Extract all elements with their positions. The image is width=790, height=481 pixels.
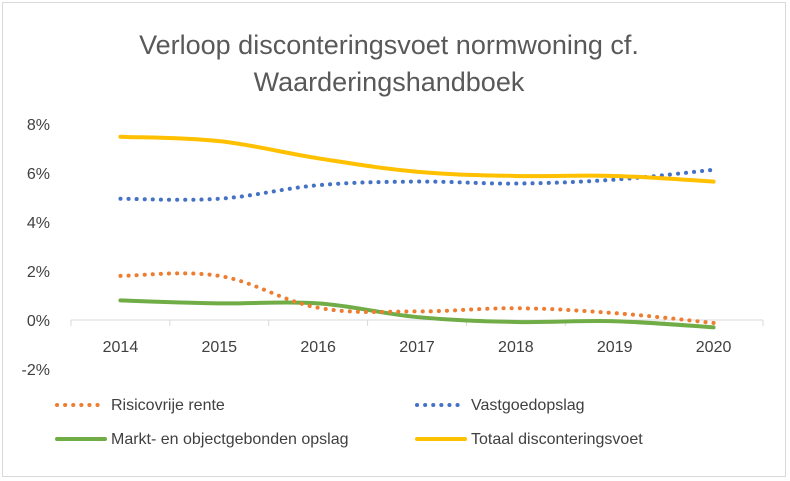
legend-label: Risicovrije rente [111,397,225,414]
chart-title-line-1: Verloop disconteringsvoet normwoning cf. [139,30,639,60]
series-lines [118,134,716,330]
series-line [118,134,716,184]
series-line [118,298,716,330]
chart-title-line-2: Waarderingshandboek [254,67,525,97]
y-tick-label: 2% [27,264,50,281]
x-tick-label: 2020 [696,339,732,356]
y-tick-label: 8% [27,117,50,134]
legend-label: Totaal disconteringsvoet [471,431,643,448]
line-chart: Verloop disconteringsvoet normwoning cf.… [22,30,764,448]
x-tick-label: 2014 [103,339,139,356]
x-tick-label: 2018 [498,339,534,356]
y-tick-label: 4% [27,215,50,232]
series-line [118,271,716,325]
x-tick-label: 2016 [300,339,336,356]
y-axis-labels: 8% 6% 4% 2% 0% -2% [22,117,50,379]
series-line [118,167,716,202]
y-tick-label: 6% [27,166,50,183]
x-tick-label: 2019 [597,339,633,356]
y-tick-label: 0% [27,313,50,330]
chart-title: Verloop disconteringsvoet normwoning cf.… [139,30,639,97]
x-axis: 2014 2015 2016 2017 2018 2019 2020 [70,319,764,356]
y-tick-label: -2% [22,362,50,379]
legend: Risicovrije rente Vastgoedopslag Markt- en… [55,397,643,448]
x-tick-label: 2015 [201,339,237,356]
legend-label: Vastgoedopslag [471,397,585,414]
x-tick-label: 2017 [399,339,435,356]
legend-label: Markt- en objectgebonden opslag [111,431,349,448]
